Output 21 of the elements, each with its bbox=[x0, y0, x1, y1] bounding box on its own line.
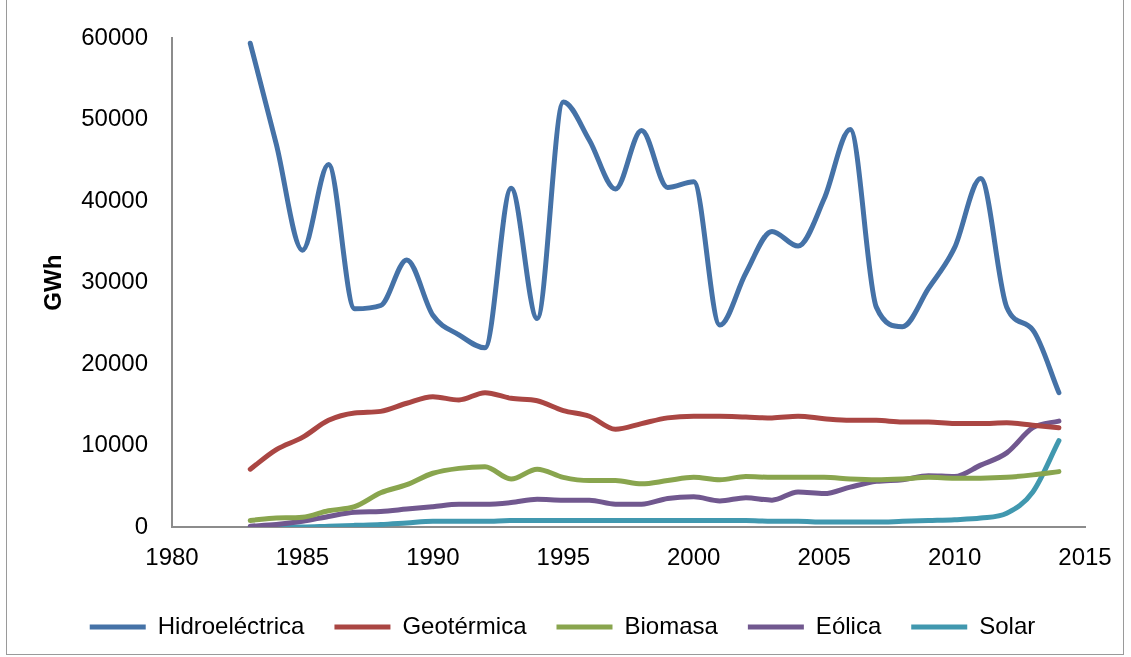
x-tick-label: 2005 bbox=[797, 543, 851, 571]
legend-label: Geotérmica bbox=[402, 611, 528, 639]
y-tick-label: 0 bbox=[134, 511, 148, 539]
legend-label: Solar bbox=[979, 611, 1036, 639]
y-tick-label: 50000 bbox=[81, 104, 148, 132]
legend-label: Biomasa bbox=[624, 611, 719, 639]
y-tick-label: 30000 bbox=[81, 267, 148, 295]
x-tick-label: 1990 bbox=[406, 543, 460, 571]
x-tick-label: 2015 bbox=[1058, 543, 1112, 571]
x-tick-label: 1980 bbox=[145, 543, 199, 571]
x-tick-label: 1985 bbox=[275, 543, 330, 571]
legend-label: Hidroeléctrica bbox=[157, 611, 306, 639]
x-tick-label: 2010 bbox=[927, 543, 982, 571]
x-tick-label: 1995 bbox=[536, 543, 590, 571]
y-tick-label: 20000 bbox=[81, 348, 148, 376]
y-axis-title: GWh bbox=[39, 254, 67, 311]
y-tick-label: 10000 bbox=[81, 430, 148, 458]
y-tick-label: 40000 bbox=[81, 185, 148, 213]
x-tick-label: 2000 bbox=[667, 543, 721, 571]
legend-label: Eólica bbox=[815, 611, 882, 639]
y-tick-label: 60000 bbox=[81, 23, 148, 51]
